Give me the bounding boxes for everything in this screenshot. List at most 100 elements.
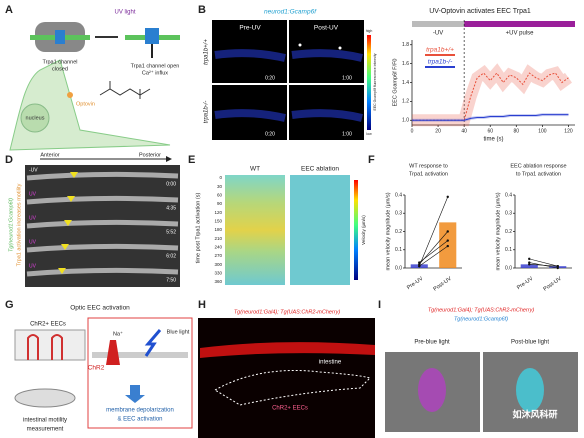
label: low: [366, 132, 372, 136]
label: Optic EEC activation: [70, 305, 130, 312]
membrane: [92, 352, 188, 358]
label: 150: [214, 219, 222, 224]
label: 1:00: [342, 75, 352, 81]
y-tick-label: 1.4: [402, 80, 409, 86]
label: Ca²⁺ influx: [142, 69, 168, 76]
panel-b-images: [212, 20, 371, 140]
chart-title: to Trpa1 activation: [516, 171, 561, 177]
label: Posterior: [139, 152, 161, 158]
label: Post-UV: [314, 25, 339, 32]
eec-arrow: [70, 172, 78, 178]
label: 4:35: [166, 205, 176, 211]
stimulus-bar: [412, 21, 465, 27]
optovin-structure: [99, 81, 151, 99]
epithelium: [14, 329, 86, 361]
label: 5:52: [166, 229, 176, 235]
zoom-box: [87, 317, 193, 429]
label: WT: [250, 166, 260, 173]
subject-point: [418, 261, 421, 264]
subject-point: [528, 257, 531, 261]
panel-i-images: [385, 352, 578, 432]
label: 0:20: [265, 75, 275, 81]
label: UV: [29, 239, 37, 245]
y-tick-label: 0.2: [395, 229, 402, 235]
subject-line: [419, 240, 448, 263]
y-tick-label: 1.6: [402, 61, 409, 67]
label: Pre-UV: [239, 25, 261, 32]
y-tick-label: 0.0: [505, 265, 512, 271]
subject-point: [418, 263, 421, 266]
label: Velocity (μm/s): [361, 215, 366, 245]
label: membrane depolarization: [106, 408, 174, 414]
x-tick-label: 120: [564, 128, 573, 134]
label: 120: [214, 210, 222, 215]
label: nucleus: [26, 115, 45, 121]
gut-strip: [26, 219, 179, 229]
label: intestine: [319, 360, 342, 366]
label: & EEC activation: [117, 417, 162, 423]
label: 210: [214, 236, 222, 241]
label: Optovin: [76, 101, 95, 107]
y-tick-label: 0.4: [395, 192, 402, 198]
channel-closed: [55, 30, 65, 44]
label: closed: [52, 66, 68, 72]
label: neurod1:Gcamp6f: [264, 9, 317, 16]
chr2-channel: [106, 340, 120, 365]
subject-line: [419, 245, 448, 267]
eec-signal: [418, 368, 446, 412]
x-tick-label: 60: [487, 128, 493, 134]
label: 6:02: [166, 253, 176, 259]
label: -UV: [29, 167, 38, 173]
x-axis-label: time (s): [484, 137, 504, 143]
label: trpa1b-/-: [204, 101, 210, 124]
optovin-dot: [67, 92, 73, 98]
label: UV: [29, 263, 37, 269]
label: Trpa1 activation increases motility: [16, 183, 22, 266]
legend-label: trpa1b-/-: [428, 59, 453, 66]
label: 270: [214, 253, 222, 258]
larva: [14, 388, 76, 408]
label: Tg(neurod1:Gal4); Tg(UAS:ChR2-mCherry): [234, 309, 341, 315]
label: measurement: [27, 427, 64, 433]
blue-light: [144, 329, 162, 357]
label: 300: [214, 262, 222, 267]
label: 如沐风科研: [512, 408, 557, 419]
eec-arrow: [67, 196, 75, 202]
eec-outline: [27, 334, 63, 360]
label: Pre-blue light: [414, 340, 450, 346]
label: trpa1b+/+: [204, 39, 210, 65]
panel-letter: D: [5, 154, 13, 166]
label: Na⁺: [113, 330, 123, 337]
label: 30: [217, 184, 223, 189]
chart-title: UV-Optovin activates EEC Trpa1: [429, 8, 531, 15]
panel-letter: I: [378, 299, 381, 311]
label: Tg(neurod1:Gcamp6f): [454, 316, 508, 322]
label: 1:00: [342, 131, 352, 137]
legend-label: trpa1b+/+: [426, 47, 454, 54]
y-tick-label: 0.3: [395, 211, 402, 217]
subject-point: [556, 266, 559, 270]
chart-title: WT response to: [409, 163, 448, 169]
gut-strip: [26, 267, 179, 277]
x-tick-label: 80: [514, 128, 520, 134]
label: 0:00: [166, 181, 176, 187]
panel-letter: G: [5, 299, 14, 311]
series-line: [412, 114, 569, 121]
gut-strip: [26, 243, 179, 253]
panel-letter: F: [368, 154, 375, 166]
y-tick-label: 0.4: [505, 192, 512, 198]
annotation: +UV pulse: [506, 31, 535, 37]
label: high: [366, 29, 373, 33]
panel-g-drawing: [14, 317, 193, 429]
gut-strip: [26, 195, 179, 205]
gut-signal: [214, 49, 363, 122]
label: Tg(neurod1:Gcamp6f): [8, 198, 14, 252]
panel-letter: B: [198, 4, 206, 16]
label: ChR2+ EECs: [30, 322, 66, 328]
label: EEC Gcamp6f fluorescence intensity: [373, 53, 377, 110]
label: UV: [29, 215, 37, 221]
channel-open: [145, 28, 159, 44]
label: Anterior: [40, 152, 59, 158]
y-tick-label: 0.1: [395, 247, 402, 253]
x-tick-label: 40: [461, 128, 467, 134]
